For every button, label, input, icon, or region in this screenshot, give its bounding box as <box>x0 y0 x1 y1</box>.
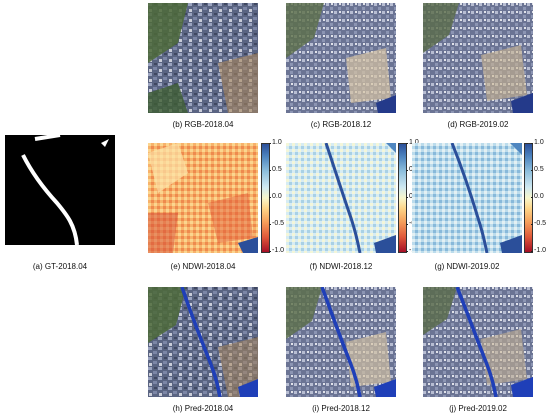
caption-b: (b) RGB-2018.04 <box>172 120 234 129</box>
caption-g: (g) NDWI-2019.02 <box>434 262 500 271</box>
tick-label: 1.0 <box>406 139 419 146</box>
caption-i: (i) Pred-2018.12 <box>312 404 370 413</box>
pred-2018-12-image <box>286 287 396 397</box>
rgb-2018-12-image <box>286 3 396 113</box>
ndwi-2019-02-image <box>412 143 522 253</box>
pred-2019-02-image <box>423 287 533 397</box>
caption-h: (h) Pred-2018.04 <box>172 404 234 413</box>
tick-label: -1.0 <box>268 247 285 254</box>
colorbar-f <box>398 143 407 253</box>
tick-label: 0.5 <box>531 166 544 173</box>
caption-d: (d) RGB-2019.02 <box>447 120 509 129</box>
colorbar-ticks-e: 1.0 0.5 0.0 -0.5 -1.0 <box>268 139 300 254</box>
caption-f: (f) NDWI-2018.12 <box>309 262 373 271</box>
colorbar-e <box>261 143 270 253</box>
ndwi-2018-12-image <box>286 143 396 253</box>
tick-label: -0.5 <box>268 220 285 227</box>
colorbar-ticks-g: 1.0 0.5 0.0 -0.5 -1.0 <box>530 139 550 254</box>
caption-j: (j) Pred-2019.02 <box>449 404 507 413</box>
caption-e: (e) NDWI-2018.04 <box>170 262 236 271</box>
tick-label: -1.0 <box>530 247 547 254</box>
gt-mask-image <box>5 135 115 245</box>
tick-label: -0.5 <box>530 220 547 227</box>
tick-label: 0.5 <box>269 166 282 173</box>
tick-label: 1.0 <box>531 139 544 146</box>
caption-c: (c) RGB-2018.12 <box>310 120 372 129</box>
pred-2018-04-image <box>148 287 258 397</box>
tick-label: 0.0 <box>531 193 544 200</box>
tick-label: 1.0 <box>269 139 282 146</box>
rgb-2019-02-image <box>423 3 533 113</box>
rgb-2018-04-image <box>148 3 258 113</box>
tick-label: 0.0 <box>269 193 282 200</box>
colorbar-g <box>524 143 533 253</box>
ndwi-2018-04-image <box>148 143 258 253</box>
caption-a: (a) GT-2018.04 <box>32 262 88 271</box>
